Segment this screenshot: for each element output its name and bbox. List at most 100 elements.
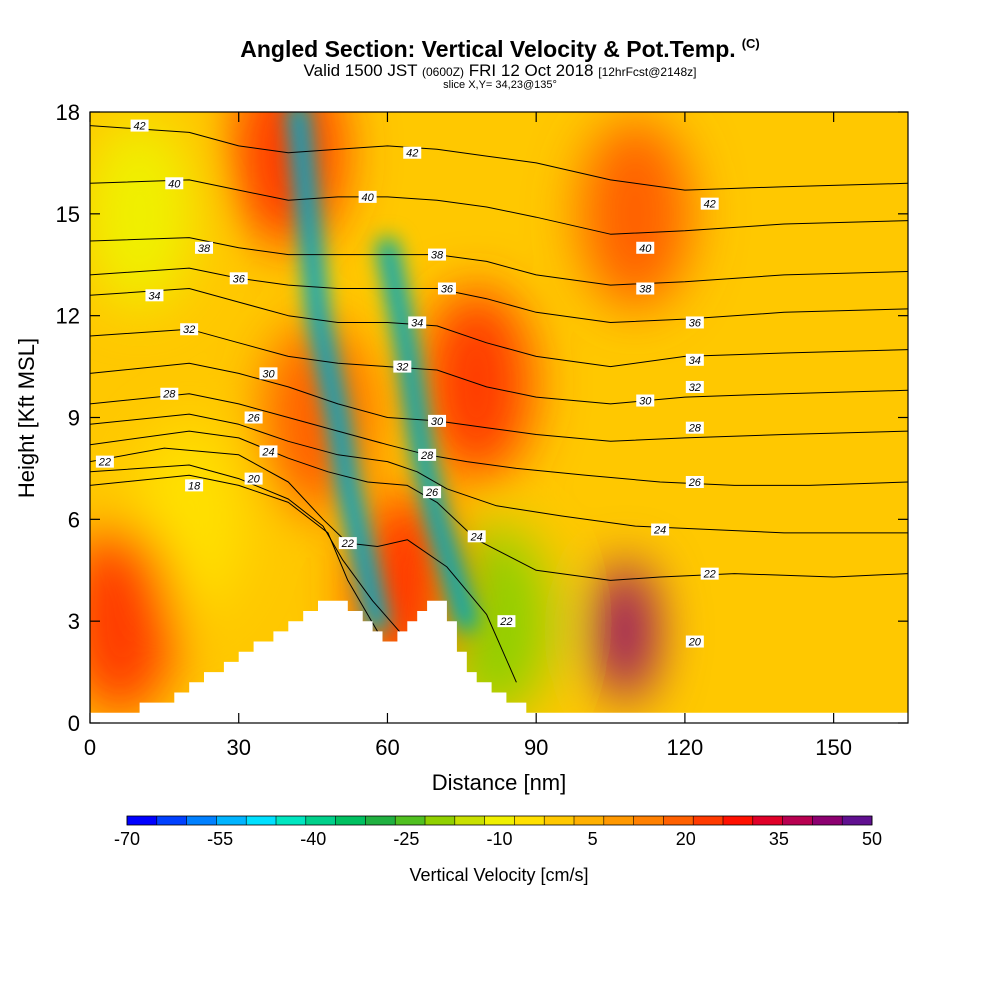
colorbar-swatch-14: [544, 816, 575, 825]
contour-label-4: 40: [358, 190, 377, 204]
contour-label-text: 42: [406, 148, 418, 160]
contour-label-box: [160, 387, 179, 400]
theta-contour-42: [90, 125, 908, 191]
contour-label-box: [685, 635, 704, 648]
contour-label-box: [229, 272, 248, 285]
y-tick-label: 18: [56, 100, 80, 125]
contour-label-text: 32: [689, 382, 701, 394]
contour-labels: 42 42 42 40 40 40 38 38 38 36 36 36 34 34 34 32 32 32 30 30…: [95, 119, 719, 649]
contour-label-box: [636, 394, 655, 407]
contour-label-text: 18: [188, 480, 201, 492]
contour-label-1: 42: [403, 146, 422, 160]
contour-label-box: [685, 380, 704, 393]
contour-label-34: 20: [244, 472, 263, 486]
contour-label-box: [408, 316, 427, 329]
contour-label-27: 24: [259, 445, 278, 458]
contour-label-30: 22: [95, 455, 114, 469]
contour-label-text: 30: [431, 416, 444, 428]
contour-label-23: 28: [685, 421, 704, 435]
contour-label-18: 30: [259, 367, 278, 380]
colorbar-tick-label: 50: [862, 829, 882, 849]
contour-label-box: [428, 248, 447, 261]
contour-label-box: [180, 323, 199, 336]
contour-label-box: [497, 615, 516, 628]
colorbar-swatch-3: [216, 816, 247, 825]
colorbar-swatch-6: [305, 816, 336, 825]
contour-label-15: 32: [180, 323, 199, 336]
colorbar-swatch-11: [454, 816, 485, 825]
chart-title: Angled Section: Vertical Velocity & Pot.…: [0, 36, 1000, 63]
valid-time: Valid 1500 JST: [303, 61, 418, 80]
chart-subtitle: Valid 1500 JST (0600Z) FRI 12 Oct 2018 […: [0, 61, 1000, 81]
contour-label-text: 40: [168, 178, 181, 190]
y-axis-label: Height [Kft MSL]: [14, 338, 39, 498]
colorbar-swatch-5: [276, 816, 307, 825]
contour-label-text: 20: [688, 637, 702, 649]
contour-label-text: 42: [704, 199, 716, 211]
x-axis: 0 30 60 90 120 150: [84, 112, 852, 760]
contour-label-text: 22: [499, 616, 512, 628]
theta-contour-40: [90, 179, 908, 235]
colorbar-tick-label: -25: [393, 829, 419, 849]
velocity-cell-5: [441, 526, 552, 717]
contour-label-box: [393, 360, 412, 373]
contour-label-text: 38: [198, 243, 211, 255]
slice-info: slice X,Y= 34,23@135°: [443, 79, 557, 91]
colorbar-swatch-10: [425, 816, 456, 825]
contour-label-11: 36: [685, 316, 704, 329]
contour-label-box: [685, 475, 704, 488]
contour-label-text: 36: [689, 317, 702, 329]
contour-label-text: 38: [431, 250, 444, 262]
x-tick-label: 90: [524, 735, 548, 760]
contour-label-text: 32: [396, 362, 408, 374]
contour-label-box: [259, 367, 278, 380]
contour-label-text: 34: [689, 355, 701, 367]
colorbar-swatch-15: [574, 816, 605, 825]
colorbar-swatch-9: [395, 816, 426, 825]
colorbar-swatch-23: [812, 816, 843, 825]
contour-label-10: 36: [437, 282, 456, 296]
contour-label-25: 26: [423, 486, 442, 499]
theta-contour-18: [90, 474, 378, 632]
terrain: [90, 600, 908, 723]
colorbar-swatch-7: [335, 816, 366, 825]
contour-label-box: [145, 289, 164, 302]
contour-label-22: 28: [418, 448, 437, 462]
colorbar-tick-label: 20: [676, 829, 696, 849]
contour-label-box: [244, 472, 263, 485]
colorbar-swatch-16: [603, 816, 634, 825]
colorbar-tick-label: -40: [300, 829, 326, 849]
contour-label-5: 40: [636, 241, 655, 255]
y-tick-label: 6: [68, 507, 80, 532]
colorbar-swatch-18: [663, 816, 694, 825]
y-tick-label: 12: [56, 304, 80, 329]
contour-label-28: 24: [467, 530, 486, 543]
theta-contour-20: [90, 464, 403, 636]
contour-label-text: 24: [470, 531, 483, 543]
contour-label-26: 26: [685, 475, 704, 489]
contour-label-box: [428, 414, 447, 427]
contour-label-33: 22: [700, 567, 719, 581]
contour-label-box: [651, 523, 670, 536]
colorbar-label: Vertical Velocity [cm/s]: [409, 865, 588, 885]
colorbar-swatch-0: [127, 816, 158, 825]
contour-label-text: 30: [262, 368, 275, 380]
colorbar-tick-label: 5: [588, 829, 598, 849]
colorbar-swatch-2: [186, 816, 217, 825]
contour-label-text: 40: [639, 243, 652, 255]
colorbar-swatch-4: [246, 816, 277, 825]
contour-label-8: 38: [636, 282, 655, 296]
colorbar-swatch-12: [484, 816, 515, 825]
colorbar-swatch-1: [156, 816, 187, 825]
contour-label-text: 36: [441, 284, 454, 296]
contour-label-text: 26: [688, 477, 702, 489]
contour-label-20: 30: [636, 394, 655, 408]
colorbar-swatch-13: [514, 816, 545, 825]
velocity-cell-6: [597, 561, 654, 702]
contour-label-text: 32: [183, 324, 195, 336]
x-tick-label: 120: [667, 735, 704, 760]
colorbar-swatch-19: [693, 816, 724, 825]
contour-label-text: 36: [233, 273, 246, 285]
contour-label-16: 32: [393, 360, 412, 374]
